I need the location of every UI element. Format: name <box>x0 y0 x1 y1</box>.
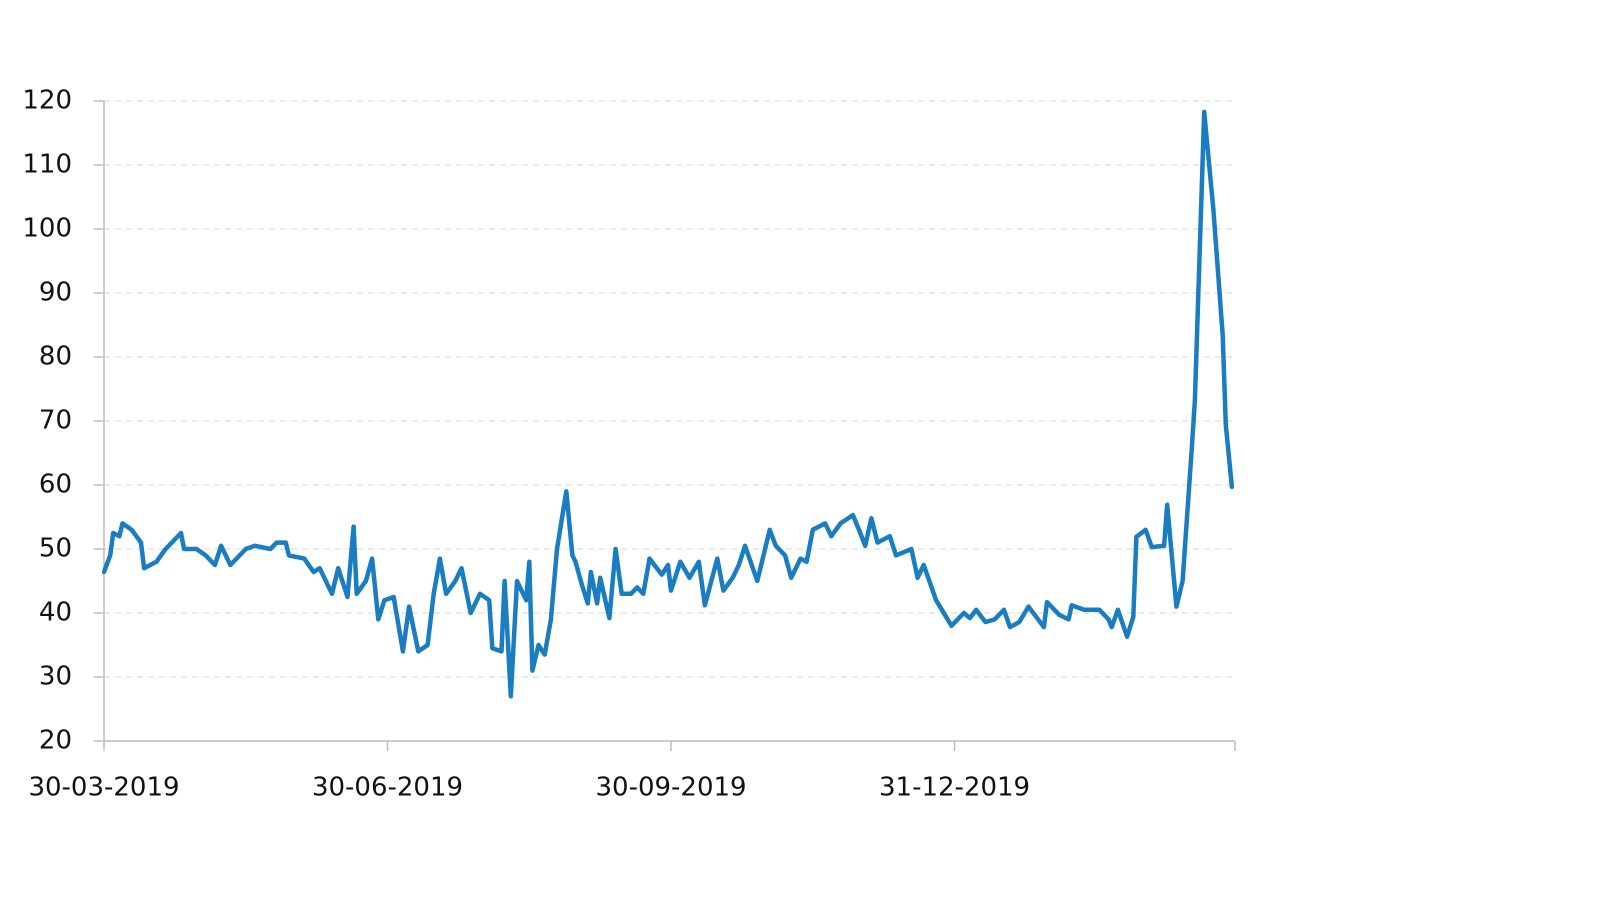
y-tick-label: 80 <box>39 342 72 372</box>
y-tick-label: 30 <box>39 662 72 692</box>
y-tick-label: 100 <box>22 214 72 244</box>
y-tick-label: 110 <box>22 150 72 180</box>
x-tick-label: 30-09-2019 <box>595 773 746 803</box>
y-tick-label: 120 <box>22 86 72 116</box>
x-tick-label: 30-03-2019 <box>28 773 179 803</box>
data-line <box>101 109 1235 699</box>
y-tick-label: 40 <box>39 598 72 628</box>
y-tick-label: 50 <box>39 534 72 564</box>
y-tick-label: 20 <box>39 726 72 756</box>
x-tick-label: 31-12-2019 <box>879 773 1030 803</box>
y-tick-label: 60 <box>39 470 72 500</box>
y-tick-label: 90 <box>39 278 72 308</box>
x-tick-label: 30-06-2019 <box>312 773 463 803</box>
y-tick-label: 70 <box>39 406 72 436</box>
